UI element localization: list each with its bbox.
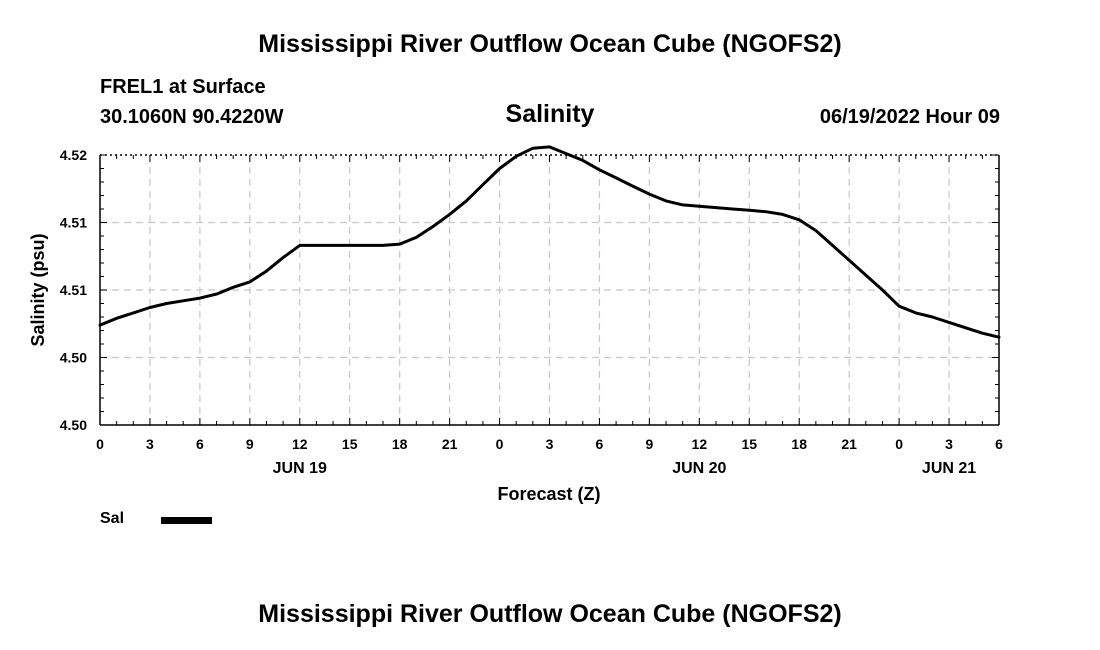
series-layer bbox=[98, 145, 1001, 339]
x-tick-label: 6 bbox=[596, 436, 604, 452]
x-tick-label: 6 bbox=[196, 436, 204, 452]
y-axis-label: Salinity (psu) bbox=[28, 233, 48, 346]
page-title: Mississippi River Outflow Ocean Cube (NG… bbox=[258, 30, 842, 58]
station-coordinates: 30.1060N 90.4220W bbox=[100, 106, 284, 128]
x-tick-label: 21 bbox=[442, 436, 458, 452]
legend-label: Sal bbox=[100, 510, 125, 527]
footer-title: Mississippi River Outflow Ocean Cube (NG… bbox=[258, 600, 842, 628]
x-tick-label: 18 bbox=[791, 436, 807, 452]
x-tick-label: 9 bbox=[645, 436, 653, 452]
x-tick-label: 18 bbox=[392, 436, 408, 452]
x-tick-label: 15 bbox=[741, 436, 757, 452]
y-tick-label: 4.51 bbox=[60, 215, 87, 231]
y-tick-label: 4.52 bbox=[60, 147, 87, 163]
x-tick-label: 0 bbox=[496, 436, 504, 452]
x-axis-label: Forecast (Z) bbox=[497, 484, 600, 504]
x-tick-label: 21 bbox=[841, 436, 857, 452]
y-tick-label: 4.51 bbox=[60, 282, 87, 298]
x-tick-label: 6 bbox=[995, 436, 1003, 452]
x-tick-label: 0 bbox=[96, 436, 104, 452]
station-label: FREL1 at Surface bbox=[100, 76, 266, 98]
x-day-label: JUN 19 bbox=[273, 460, 327, 477]
valid-time: 06/19/2022 Hour 09 bbox=[819, 106, 1000, 128]
x-tick-label: 12 bbox=[692, 436, 708, 452]
x-tick-label: 3 bbox=[546, 436, 554, 452]
x-day-label: JUN 20 bbox=[672, 460, 726, 477]
x-day-label: JUN 21 bbox=[922, 460, 976, 477]
x-tick-label: 9 bbox=[246, 436, 254, 452]
y-tick-label: 4.50 bbox=[60, 417, 87, 433]
legend-swatch bbox=[161, 517, 212, 524]
axes: 0 3 6 9 12 15 18 21 0 3 6 9 12 15 18 21 0 3 6 JUN 19 JUN 20 J… bbox=[60, 147, 1003, 477]
x-tick-label: 15 bbox=[342, 436, 358, 452]
grid-lines bbox=[100, 154, 999, 425]
chart-title: Salinity bbox=[505, 100, 595, 128]
y-tick-label: 4.50 bbox=[60, 350, 87, 366]
x-tick-label: 3 bbox=[945, 436, 953, 452]
x-tick-label: 12 bbox=[292, 436, 308, 452]
x-tick-label: 0 bbox=[895, 436, 903, 452]
series-line-sal bbox=[98, 145, 1001, 339]
x-tick-label: 3 bbox=[146, 436, 154, 452]
